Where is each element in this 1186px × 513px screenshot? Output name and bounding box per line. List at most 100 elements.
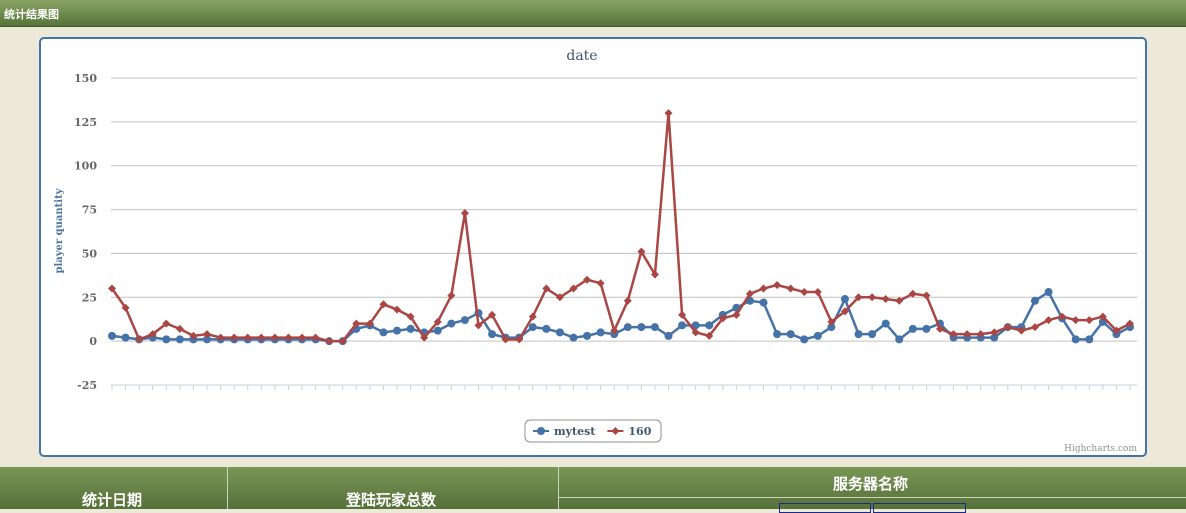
- point: [555, 293, 564, 302]
- point: [108, 331, 116, 340]
- point: [189, 331, 198, 340]
- point: [827, 317, 836, 326]
- point: [298, 333, 307, 342]
- point: [895, 296, 904, 305]
- point: [759, 284, 768, 293]
- point: [203, 335, 212, 344]
- point: [175, 324, 184, 333]
- point: [745, 289, 754, 298]
- point: [868, 293, 877, 302]
- y-axis-label: player quantity: [54, 187, 65, 273]
- y-tick-label: -25: [77, 379, 97, 392]
- point: [935, 324, 944, 333]
- point: [705, 321, 714, 330]
- point: [1044, 288, 1053, 297]
- point: [393, 326, 402, 335]
- point: [623, 296, 632, 305]
- point: [963, 330, 972, 339]
- point: [393, 305, 402, 314]
- credits[interactable]: Highcharts.com: [1064, 444, 1137, 454]
- y-tick-label: 125: [74, 116, 97, 129]
- point: [637, 323, 646, 332]
- point: [623, 323, 632, 332]
- point: [583, 275, 592, 284]
- point: [379, 300, 388, 309]
- legend-marker: [537, 427, 545, 435]
- legend-label: mytest: [554, 425, 596, 438]
- point: [678, 321, 687, 330]
- point: [786, 330, 795, 339]
- point: [1098, 312, 1107, 321]
- cell-box: [873, 503, 966, 513]
- y-tick-label: 100: [74, 160, 97, 173]
- point: [840, 307, 849, 316]
- column-header: 登陆玩家总数: [346, 491, 437, 509]
- point: [501, 335, 510, 344]
- point: [596, 279, 605, 288]
- point: [216, 333, 225, 342]
- chart-container: date player quantity Highcharts.com -25 0…: [39, 37, 1147, 457]
- point: [352, 319, 361, 328]
- point: [881, 295, 890, 304]
- chart-title: date: [566, 48, 597, 64]
- point: [433, 326, 442, 335]
- point: [637, 247, 646, 256]
- point: [365, 319, 374, 328]
- column-header: 统计日期: [82, 491, 143, 509]
- point: [1058, 312, 1067, 321]
- point: [515, 335, 524, 344]
- row-separator: [559, 497, 1186, 498]
- legend-item[interactable]: mytest: [533, 425, 596, 438]
- point: [718, 314, 727, 323]
- point: [596, 328, 605, 337]
- point: [203, 330, 212, 339]
- point: [1030, 296, 1039, 305]
- point: [691, 328, 700, 337]
- legend: mytest 160: [524, 419, 662, 443]
- point: [678, 310, 687, 319]
- point: [460, 209, 469, 218]
- point: [148, 330, 157, 339]
- point: [976, 330, 985, 339]
- point: [990, 333, 999, 342]
- point: [433, 317, 442, 326]
- legend-item[interactable]: 160: [607, 425, 652, 438]
- point: [868, 330, 877, 339]
- point: [773, 330, 782, 339]
- point: [908, 324, 917, 333]
- point: [447, 291, 456, 300]
- y-tick-label: 25: [82, 291, 97, 304]
- point: [786, 284, 795, 293]
- cell-box: [779, 503, 871, 513]
- point: [474, 321, 483, 330]
- series-line: [111, 290, 1131, 343]
- point: [1071, 335, 1080, 344]
- point: [108, 284, 116, 293]
- point: [121, 333, 130, 342]
- point: [854, 330, 863, 339]
- point: [406, 324, 415, 333]
- point: [420, 333, 429, 342]
- point: [583, 331, 592, 340]
- y-tick-label: 50: [82, 247, 98, 260]
- point: [1071, 316, 1080, 325]
- point: [664, 109, 673, 118]
- header-bar: 统计结果图: [0, 0, 1186, 27]
- point: [1044, 316, 1053, 325]
- point: [705, 331, 714, 340]
- point: [691, 321, 700, 330]
- point: [569, 333, 578, 342]
- point: [1085, 335, 1094, 344]
- y-tick-label: 150: [74, 72, 97, 85]
- point: [922, 324, 931, 333]
- legend-box: [524, 419, 662, 443]
- point: [528, 323, 537, 332]
- point: [840, 295, 849, 304]
- point: [664, 331, 673, 340]
- point: [1017, 326, 1026, 335]
- column-separator: [227, 467, 228, 509]
- point: [121, 303, 130, 312]
- header-title: 统计结果图: [4, 8, 59, 21]
- point: [338, 337, 347, 346]
